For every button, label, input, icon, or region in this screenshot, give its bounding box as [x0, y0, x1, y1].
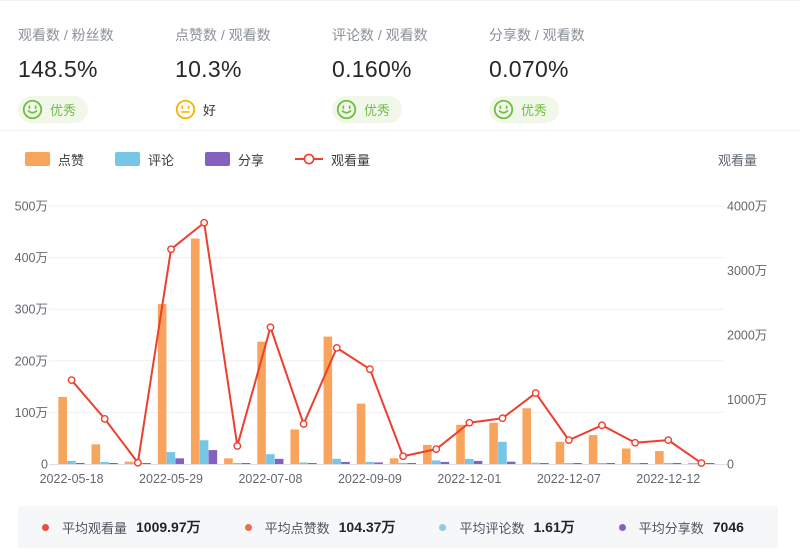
rating-text: 优秀: [50, 103, 77, 118]
legend-item-shares[interactable]: 分享: [205, 150, 264, 169]
svg-text:2022-05-29: 2022-05-29: [139, 472, 203, 486]
svg-text:2022-09-09: 2022-09-09: [338, 472, 402, 486]
legend-item-views[interactable]: 观看量: [295, 150, 370, 169]
chart-canvas[interactable]: 500万 400万 300万 200万 100万 0 4000万 3000万 2000万 1000…: [0, 171, 800, 506]
stat-value: 7046: [712, 519, 744, 535]
stat-value: 1.61万: [533, 519, 575, 535]
stat-label: 平均评论数: [459, 520, 525, 536]
svg-text:1000万: 1000万: [727, 393, 767, 407]
line-marker-icon: [295, 153, 324, 165]
smiley-face-icon: [493, 99, 514, 120]
svg-text:200万: 200万: [15, 354, 48, 368]
svg-text:300万: 300万: [15, 303, 48, 317]
metric-label: 观看数 / 粉丝数: [18, 27, 114, 43]
footer-averages-bar: 平均观看量 1009.97万 平均点赞数 104.37万 平均评论数 1.61万…: [18, 506, 778, 548]
metric-label: 点赞数 / 观看数: [175, 27, 271, 43]
svg-text:2022-05-18: 2022-05-18: [40, 472, 104, 486]
stat-label: 平均分享数: [638, 520, 704, 536]
stat-label: 平均观看量: [62, 520, 128, 536]
svg-text:100万: 100万: [15, 406, 48, 420]
svg-text:2022-12-07: 2022-12-07: [537, 472, 601, 486]
metric-card-views-per-fans: 观看数 / 粉丝数 148.5% 优秀: [18, 25, 175, 125]
metric-card-likes-per-views: 点赞数 / 观看数 10.3% 好: [175, 25, 332, 125]
legend-label: 分享: [238, 152, 265, 168]
legend-label: 观看量: [331, 152, 371, 168]
svg-text:2022-12-12: 2022-12-12: [636, 472, 700, 486]
svg-text:0: 0: [41, 458, 48, 472]
rating-badge: 优秀: [489, 96, 560, 123]
svg-text:2000万: 2000万: [727, 329, 767, 343]
svg-text:2022-12-01: 2022-12-01: [437, 472, 501, 486]
stat-avg-likes: 平均点赞数 104.37万: [244, 517, 396, 537]
smiley-face-icon: [336, 99, 357, 120]
rating-text: 优秀: [521, 103, 548, 118]
svg-text:3000万: 3000万: [727, 264, 767, 278]
purple-dot-icon: [618, 523, 626, 531]
red-dot-icon: [42, 523, 49, 531]
right-axis-title: 观看量: [717, 153, 757, 168]
rating-badge: 优秀: [332, 96, 403, 123]
shares-swatch-icon: [205, 152, 231, 166]
comments-swatch-icon: [115, 152, 141, 166]
stat-value: 104.37万: [338, 519, 396, 535]
stat-avg-shares: 平均分享数 7046: [618, 518, 744, 537]
stat-value: 1009.97万: [136, 519, 201, 535]
legend-label: 评论: [148, 152, 175, 168]
metric-label: 分享数 / 观看数: [489, 27, 585, 43]
likes-swatch-icon: [25, 152, 50, 166]
stat-avg-comments: 平均评论数 1.61万: [439, 517, 575, 537]
legend-label: 点赞: [58, 152, 85, 168]
stat-label: 平均点赞数: [264, 520, 330, 536]
metric-value: 0.070%: [489, 56, 569, 82]
metric-card-comments-per-views: 评论数 / 观看数 0.160% 优秀: [332, 25, 489, 125]
svg-text:4000万: 4000万: [727, 200, 767, 214]
rating-text: 优秀: [364, 103, 391, 118]
rating-badge: 优秀: [18, 96, 89, 123]
chart-legend: 点赞 评论 分享 观看量 观看量: [25, 149, 800, 169]
orange-dot-icon: [244, 523, 252, 531]
metric-value: 0.160%: [332, 56, 412, 82]
metric-label: 评论数 / 观看数: [332, 27, 428, 43]
svg-text:500万: 500万: [15, 200, 48, 214]
svg-text:0: 0: [727, 458, 734, 472]
legend-item-comments[interactable]: 评论: [115, 150, 174, 169]
metric-value: 10.3%: [175, 56, 242, 82]
stat-avg-views: 平均观看量 1009.97万: [42, 517, 201, 537]
svg-text:2022-07-08: 2022-07-08: [238, 472, 302, 486]
smiley-face-icon: [22, 99, 43, 120]
metric-value: 148.5%: [18, 56, 98, 82]
legend-item-likes[interactable]: 点赞: [25, 150, 84, 169]
smiley-face-icon: [175, 99, 196, 120]
metrics-row: 观看数 / 粉丝数 148.5% 优秀 点赞数 / 观看数 10.3% 好: [0, 0, 800, 131]
svg-text:400万: 400万: [15, 251, 48, 265]
metric-card-shares-per-views: 分享数 / 观看数 0.070% 优秀: [489, 25, 646, 125]
blue-dot-icon: [439, 523, 447, 531]
rating-badge: 好: [175, 96, 228, 123]
rating-text: 好: [203, 103, 217, 118]
